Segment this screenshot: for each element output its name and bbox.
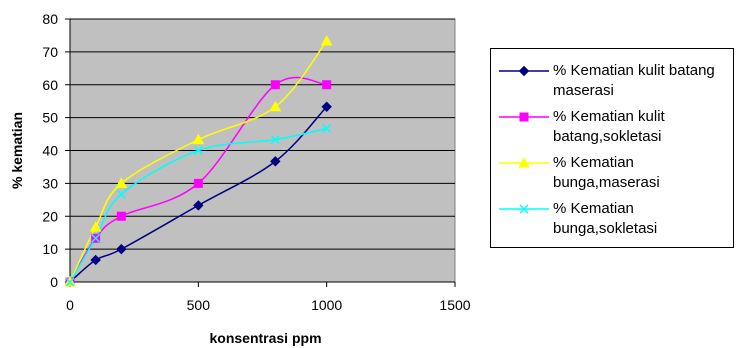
x-tick-label: 500 [187, 297, 211, 313]
legend-item-kulit-batang-sokletasi: % Kematian kulit batang,sokletasi [491, 107, 735, 147]
y-tick-label: 10 [42, 241, 58, 257]
data-point-square [193, 178, 203, 188]
legend-marker-square [519, 112, 529, 122]
data-point-x [65, 277, 75, 287]
y-tick-label: 60 [42, 77, 58, 93]
data-point-triangle [269, 100, 282, 112]
x-tick-label: 1500 [439, 297, 470, 313]
legend-label-line: maserasi [553, 82, 614, 99]
data-point-diamond [116, 243, 127, 255]
legend-swatch-x [499, 204, 549, 214]
y-tick-label: 80 [42, 11, 58, 27]
legend-marker-diamond [518, 65, 530, 77]
legend-label-line: % Kematian kulit batang [553, 62, 715, 79]
legend-label-line: bunga,sokletasi [553, 220, 658, 237]
y-axis-title: % kematian [9, 112, 25, 189]
data-point-square [322, 80, 332, 90]
data-point-diamond [193, 200, 204, 211]
legend-label: % Kematian bunga,maserasi [553, 153, 733, 193]
legend-item-kulit-batang-maserasi: % Kematian kulit batang maserasi [491, 61, 735, 101]
data-point-square [270, 80, 280, 90]
legend-label-line: bunga,maserasi [553, 174, 660, 191]
legend-label: % Kematian kulit batang,sokletasi [553, 107, 733, 147]
tick-labels: 0 10 20 30 40 50 60 70 80 0 500 1000 1500 [42, 11, 470, 313]
legend-item-bunga-maserasi: % Kematian bunga,maserasi [491, 153, 735, 193]
legend-marker-x [519, 204, 529, 214]
data-point-x [116, 189, 126, 199]
y-tick-label: 30 [42, 175, 58, 191]
data-point-triangle [192, 133, 205, 145]
y-tick-label: 70 [42, 44, 58, 60]
legend-label-line: % Kematian kulit [553, 108, 665, 125]
y-tick-label: 20 [42, 208, 58, 224]
legend: % Kematian kulit batang maserasi % Kemat… [490, 48, 734, 248]
legend-label: % Kematian bunga,sokletasi [553, 199, 733, 239]
y-tick-label: 0 [50, 274, 58, 290]
legend-swatch-square [499, 112, 549, 122]
legend-label-line: % Kematian [553, 154, 634, 171]
data-point-triangle [115, 177, 128, 188]
data-point-x [193, 145, 203, 156]
data-point-triangle [89, 221, 102, 232]
series-markers [64, 34, 333, 288]
legend-swatch-diamond [499, 65, 549, 77]
legend-label: % Kematian kulit batang maserasi [553, 61, 733, 101]
data-point-diamond [90, 254, 101, 266]
x-tick-label: 1000 [311, 297, 342, 313]
y-tick-label: 40 [42, 143, 58, 159]
x-axis-title: konsentrasi ppm [209, 330, 321, 346]
data-point-x [270, 135, 280, 145]
data-point-triangle [320, 34, 333, 46]
legend-item-bunga-sokletasi: % Kematian bunga,sokletasi [491, 199, 735, 239]
data-point-diamond [270, 156, 281, 167]
legend-marker-triangle [518, 156, 530, 168]
data-point-x [91, 233, 101, 243]
legend-label-line: batang,sokletasi [553, 128, 662, 145]
y-tick-label: 50 [42, 110, 58, 126]
legend-swatch-triangle [499, 156, 549, 168]
x-tick-label: 0 [66, 297, 74, 313]
data-point-square [116, 211, 126, 221]
legend-label-line: % Kematian [553, 200, 634, 217]
data-point-diamond [321, 101, 332, 112]
gridlines [70, 18, 455, 250]
data-point-x [322, 123, 332, 134]
